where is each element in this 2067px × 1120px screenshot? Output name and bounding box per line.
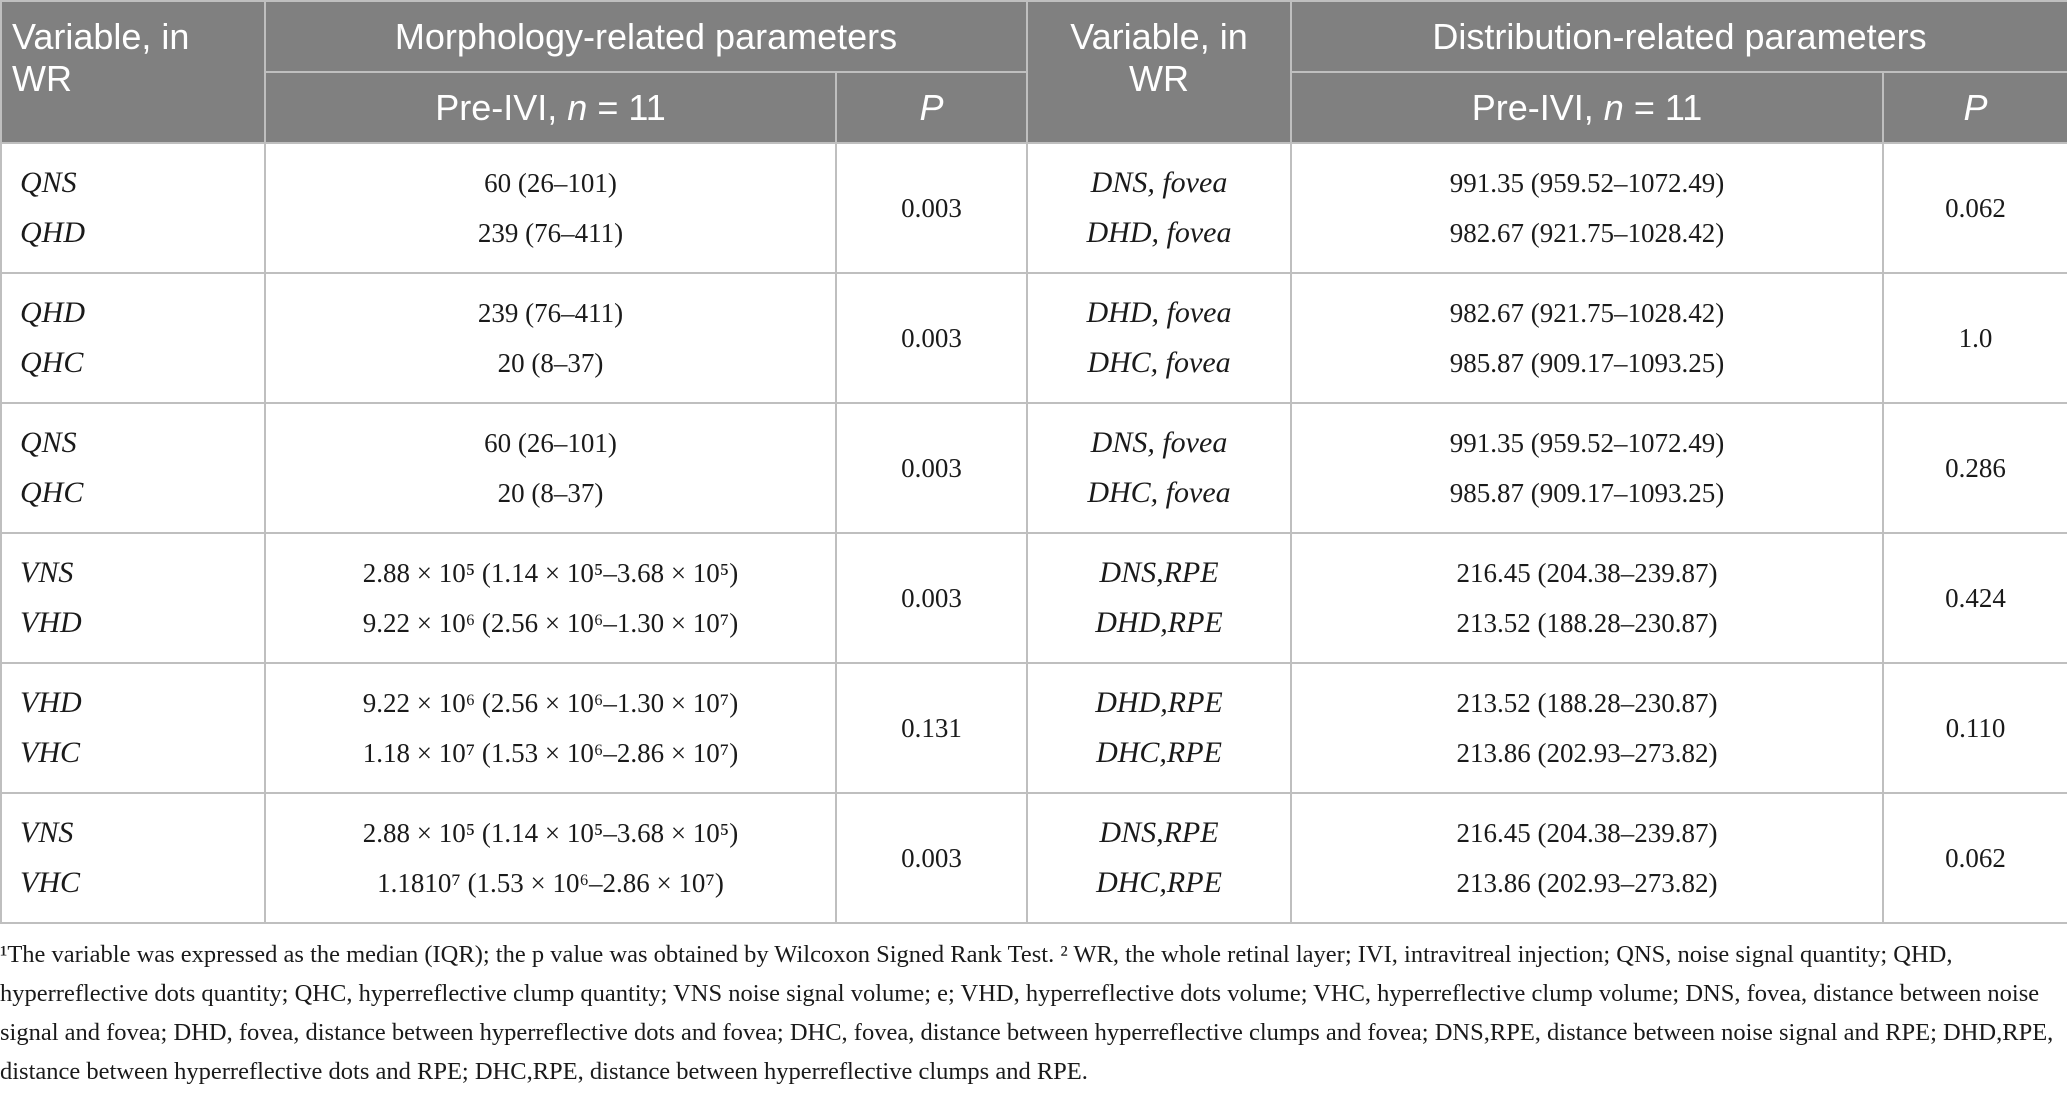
distribution-p-cell: 0.286 <box>1882 402 2067 534</box>
morphology-value-cell: 2.88 × 10⁵ (1.14 × 10⁵–3.68 × 10⁵) 9.22 ×… <box>264 532 837 664</box>
morphology-variable-cell: VNS VHD <box>0 532 266 664</box>
distribution-value-cell: 991.35 (959.52–1072.49) 985.87 (909.17–10… <box>1290 402 1884 534</box>
distribution-value-cell: 213.52 (188.28–230.87) 213.86 (202.93–273… <box>1290 662 1884 794</box>
morphology-p-cell: 0.131 <box>835 662 1028 794</box>
distribution-variable-cell: DNS, fovea DHD, fovea <box>1026 142 1292 274</box>
distribution-variable-cell: DNS, fovea DHC, fovea <box>1026 402 1292 534</box>
distribution-p-cell: 0.062 <box>1882 792 2067 924</box>
distribution-p-cell: 1.0 <box>1882 272 2067 404</box>
morphology-p-cell: 0.003 <box>835 532 1028 664</box>
morphology-value-cell: 239 (76–411) 20 (8–37) <box>264 272 837 404</box>
distribution-value-cell: 216.45 (204.38–239.87) 213.86 (202.93–273… <box>1290 792 1884 924</box>
distribution-variable-cell: DHD, fovea DHC, fovea <box>1026 272 1292 404</box>
header-variable-morphology: Variable, in WR <box>0 0 266 144</box>
header-pre-ivi-distribution: Pre-IVI, n = 11 <box>1290 71 1884 144</box>
table-body: QNS QHD 60 (26–101) 239 (76–411) 0.003 DNS… <box>0 142 2067 924</box>
distribution-value-cell: 216.45 (204.38–239.87) 213.52 (188.28–230… <box>1290 532 1884 664</box>
results-table: Variable, in WR Morphology-related param… <box>0 0 2067 924</box>
morphology-variable-cell: VHD VHC <box>0 662 266 794</box>
morphology-value-cell: 60 (26–101) 20 (8–37) <box>264 402 837 534</box>
morphology-p-cell: 0.003 <box>835 792 1028 924</box>
morphology-value-cell: 9.22 × 10⁶ (2.56 × 10⁶–1.30 × 10⁷) 1.18 ×… <box>264 662 837 794</box>
distribution-variable-cell: DHD,RPE DHC,RPE <box>1026 662 1292 794</box>
header-p-distribution: P <box>1882 71 2067 144</box>
table-row: VNS VHD 2.88 × 10⁵ (1.14 × 10⁵–3.68 × 10⁵… <box>0 532 2067 664</box>
distribution-variable-cell: DNS,RPE DHC,RPE <box>1026 792 1292 924</box>
morphology-p-cell: 0.003 <box>835 272 1028 404</box>
distribution-variable-cell: DNS,RPE DHD,RPE <box>1026 532 1292 664</box>
header-p-morphology: P <box>835 71 1028 144</box>
table-row: QNS QHD 60 (26–101) 239 (76–411) 0.003 DNS… <box>0 142 2067 274</box>
morphology-value-cell: 60 (26–101) 239 (76–411) <box>264 142 837 274</box>
morphology-value-cell: 2.88 × 10⁵ (1.14 × 10⁵–3.68 × 10⁵) 1.1810… <box>264 792 837 924</box>
morphology-variable-cell: VNS VHC <box>0 792 266 924</box>
table-footnote: ¹The variable was expressed as the media… <box>0 941 2054 1085</box>
table-row: VNS VHC 2.88 × 10⁵ (1.14 × 10⁵–3.68 × 10⁵… <box>0 792 2067 924</box>
table-row: QNS QHC 60 (26–101) 20 (8–37) 0.003 DNS, f… <box>0 402 2067 534</box>
results-table-container: Variable, in WR Morphology-related param… <box>0 0 2067 924</box>
distribution-value-cell: 991.35 (959.52–1072.49) 982.67 (921.75–10… <box>1290 142 1884 274</box>
morphology-p-cell: 0.003 <box>835 402 1028 534</box>
morphology-p-cell: 0.003 <box>835 142 1028 274</box>
morphology-variable-cell: QHD QHC <box>0 272 266 404</box>
morphology-variable-cell: QNS QHC <box>0 402 266 534</box>
table-row: QHD QHC 239 (76–411) 20 (8–37) 0.003 DHD, … <box>0 272 2067 404</box>
header-pre-ivi-morphology: Pre-IVI, n = 11 <box>264 71 837 144</box>
header-distribution-group: Distribution-related parameters <box>1290 0 2067 73</box>
distribution-p-cell: 0.110 <box>1882 662 2067 794</box>
header-variable-distribution: Variable, in WR <box>1026 0 1292 144</box>
distribution-p-cell: 0.062 <box>1882 142 2067 274</box>
distribution-p-cell: 0.424 <box>1882 532 2067 664</box>
morphology-variable-cell: QNS QHD <box>0 142 266 274</box>
table-header: Variable, in WR Morphology-related param… <box>0 0 2067 144</box>
table-row: VHD VHC 9.22 × 10⁶ (2.56 × 10⁶–1.30 × 10⁷… <box>0 662 2067 794</box>
distribution-value-cell: 982.67 (921.75–1028.42) 985.87 (909.17–10… <box>1290 272 1884 404</box>
header-morphology-group: Morphology-related parameters <box>264 0 1028 73</box>
